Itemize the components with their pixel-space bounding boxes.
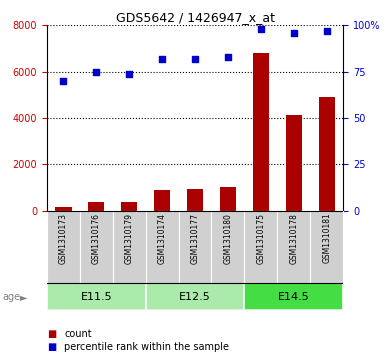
- Text: percentile rank within the sample: percentile rank within the sample: [64, 342, 229, 352]
- Bar: [245, 211, 277, 283]
- Text: E11.5: E11.5: [80, 292, 112, 302]
- Text: GSM1310178: GSM1310178: [289, 213, 298, 264]
- Text: age: age: [2, 292, 20, 302]
- Bar: [154, 190, 170, 211]
- Bar: [80, 211, 113, 283]
- Bar: [88, 202, 105, 211]
- Bar: [47, 211, 80, 283]
- Bar: [121, 202, 137, 211]
- Bar: [145, 211, 179, 283]
- Bar: [310, 211, 343, 283]
- Bar: [179, 211, 211, 283]
- Text: GSM1310177: GSM1310177: [190, 213, 200, 264]
- Text: GSM1310176: GSM1310176: [92, 213, 101, 264]
- Text: ■: ■: [47, 329, 56, 339]
- Point: [291, 30, 297, 36]
- Text: GSM1310174: GSM1310174: [158, 213, 167, 264]
- Text: count: count: [64, 329, 92, 339]
- Point: [192, 56, 198, 62]
- Text: GSM1310173: GSM1310173: [59, 213, 68, 264]
- Text: GSM1310180: GSM1310180: [223, 213, 232, 264]
- Bar: [253, 53, 269, 211]
- Text: GSM1310179: GSM1310179: [125, 213, 134, 264]
- Bar: [145, 283, 245, 310]
- Bar: [113, 211, 145, 283]
- Point: [324, 28, 330, 34]
- Bar: [55, 207, 71, 211]
- Bar: [47, 283, 145, 310]
- Text: ■: ■: [47, 342, 56, 352]
- Title: GDS5642 / 1426947_x_at: GDS5642 / 1426947_x_at: [115, 11, 275, 24]
- Bar: [220, 187, 236, 211]
- Text: GSM1310175: GSM1310175: [256, 213, 265, 264]
- Text: GSM1310181: GSM1310181: [322, 213, 331, 264]
- Text: ►: ►: [20, 292, 28, 302]
- Bar: [319, 97, 335, 211]
- Bar: [285, 114, 302, 211]
- Bar: [245, 283, 343, 310]
- Bar: [187, 188, 203, 211]
- Text: E12.5: E12.5: [179, 292, 211, 302]
- Text: E14.5: E14.5: [278, 292, 310, 302]
- Bar: [211, 211, 245, 283]
- Point: [258, 26, 264, 32]
- Point: [93, 69, 99, 75]
- Point: [225, 54, 231, 60]
- Bar: [277, 211, 310, 283]
- Point: [60, 78, 66, 84]
- Point: [159, 56, 165, 62]
- Point: [126, 71, 132, 77]
